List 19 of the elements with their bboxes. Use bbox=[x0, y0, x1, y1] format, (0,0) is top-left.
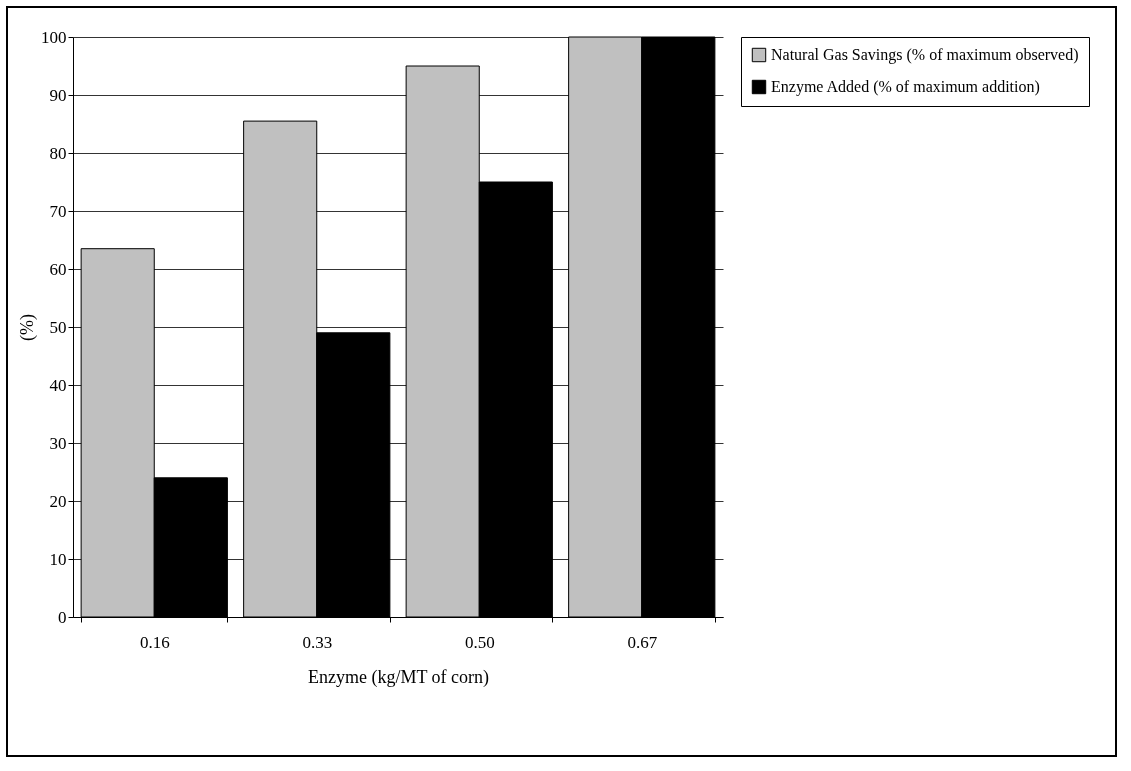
x-tick-label: 0.50 bbox=[464, 632, 495, 652]
x-tick-label: 0.16 bbox=[139, 632, 170, 652]
y-tick-label: 30 bbox=[49, 433, 67, 453]
y-tick-label: 10 bbox=[49, 549, 67, 569]
y-tick-label: 70 bbox=[49, 201, 67, 221]
y-tick-label: 20 bbox=[49, 491, 67, 511]
x-axis-title: Enzyme (kg/MT of corn) bbox=[307, 666, 490, 688]
y-tick-label: 90 bbox=[49, 85, 67, 105]
y-tick-label: 0 bbox=[58, 607, 67, 627]
legend-label: Natural Gas Savings (% of maximum observed) bbox=[771, 46, 1079, 64]
y-tick-label: 80 bbox=[49, 143, 67, 163]
y-tick-label: 60 bbox=[49, 259, 67, 279]
y-tick-label: 40 bbox=[49, 375, 67, 395]
y-axis-title: (%) bbox=[17, 314, 38, 341]
x-tick-label: 0.33 bbox=[302, 632, 333, 652]
legend-label: Enzyme Added (% of maximum addition) bbox=[771, 78, 1040, 96]
x-tick-label: 0.67 bbox=[627, 632, 658, 652]
y-tick-label: 100 bbox=[41, 27, 67, 47]
y-tick-label: 50 bbox=[49, 317, 67, 337]
